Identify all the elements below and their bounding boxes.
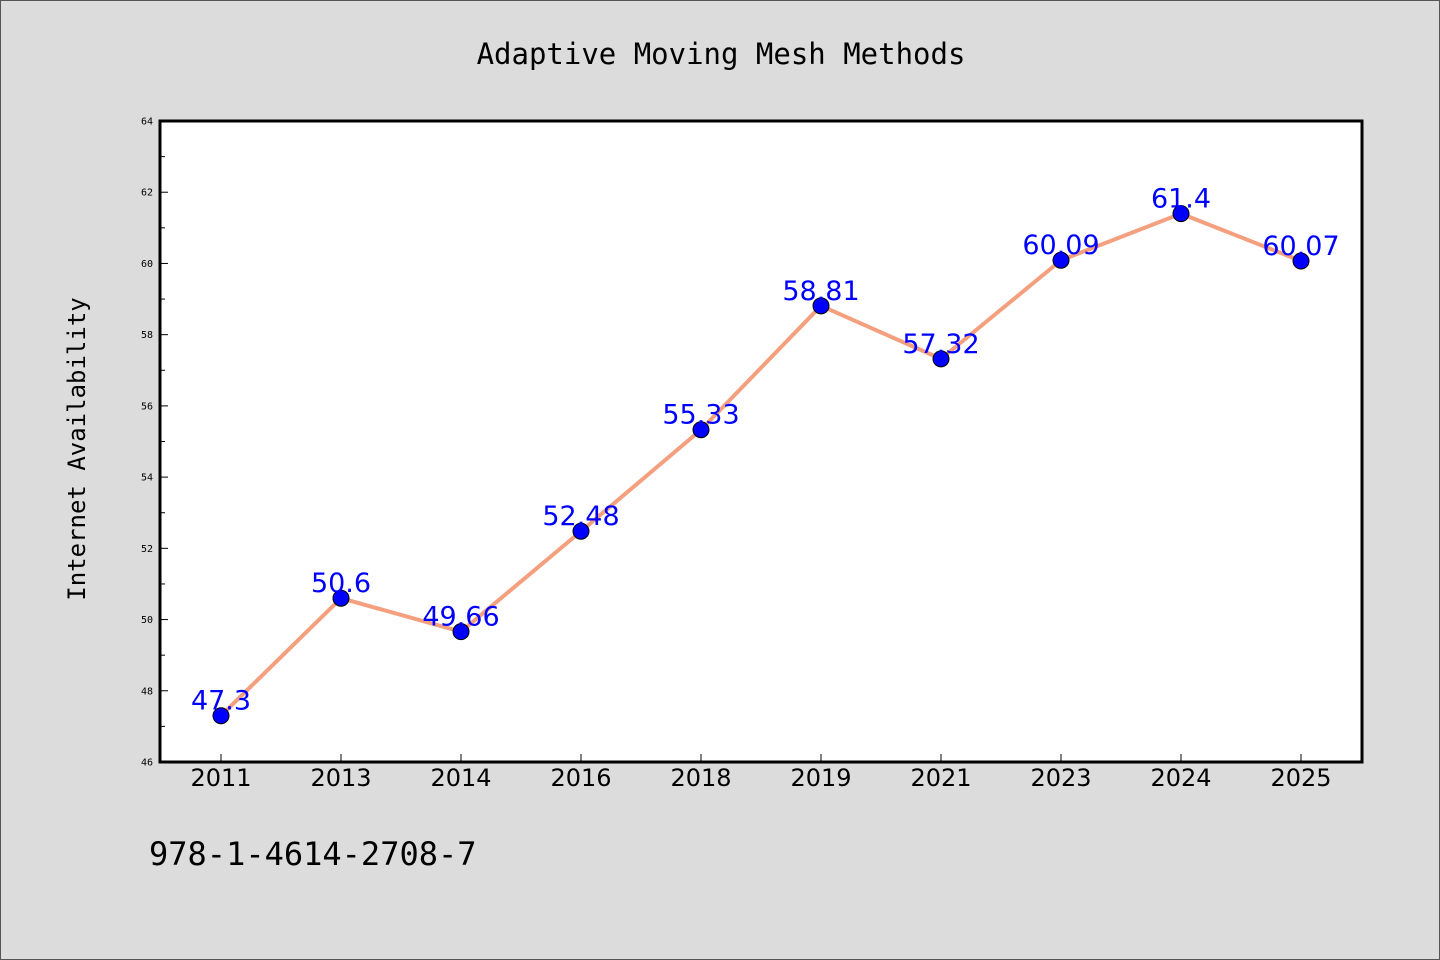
data-label: 61.4 xyxy=(1151,184,1211,215)
y-tick-label: 56 xyxy=(141,401,153,412)
y-tick-label: 48 xyxy=(141,686,153,697)
x-tick-label: 2025 xyxy=(1270,764,1331,792)
y-axis: 46 48 50 52 54 56 58 60 62 64 xyxy=(141,117,168,769)
data-point xyxy=(332,589,350,607)
y-tick-label: 50 xyxy=(141,615,153,626)
x-tick-label: 2011 xyxy=(190,764,251,792)
y-tick-label: 64 xyxy=(141,117,153,128)
y-tick-label: 52 xyxy=(141,544,153,555)
data-point xyxy=(572,522,590,540)
x-tick-label: 2024 xyxy=(1150,764,1211,792)
data-label: 55.33 xyxy=(662,400,739,431)
data-point xyxy=(1292,252,1310,270)
x-tick-label: 2016 xyxy=(550,764,611,792)
data-label: 60.07 xyxy=(1262,231,1339,262)
x-tick-label: 2019 xyxy=(790,764,851,792)
y-tick-label: 62 xyxy=(141,188,153,199)
y-axis-label: Internet Availability xyxy=(63,297,91,600)
data-point xyxy=(1172,205,1190,223)
y-tick-label: 46 xyxy=(141,758,153,769)
data-point xyxy=(692,421,710,439)
data-point xyxy=(212,707,230,725)
data-point xyxy=(812,297,830,315)
x-tick-label: 2023 xyxy=(1030,764,1091,792)
x-tick-label: 2013 xyxy=(310,764,371,792)
chart-title: Adaptive Moving Mesh Methods xyxy=(477,37,966,71)
data-point xyxy=(1052,251,1070,269)
data-label: 47.3 xyxy=(191,686,251,717)
data-label: 58.81 xyxy=(782,276,859,307)
y-tick-label: 58 xyxy=(141,330,153,341)
data-point xyxy=(932,350,950,368)
data-label: 49.66 xyxy=(422,602,499,633)
plot-area xyxy=(158,119,1364,764)
y-tick-label: 54 xyxy=(141,473,153,484)
y-tick-label: 60 xyxy=(141,259,153,270)
data-label: 60.09 xyxy=(1022,230,1099,261)
x-tick-label: 2021 xyxy=(910,764,971,792)
series-layer xyxy=(212,205,1310,725)
data-label: 52.48 xyxy=(542,501,619,532)
x-tick-label: 2018 xyxy=(670,764,731,792)
series-line xyxy=(219,211,1302,718)
data-label: 50.6 xyxy=(311,568,371,599)
x-tick-label: 2014 xyxy=(430,764,491,792)
data-point xyxy=(452,623,470,641)
x-axis: 2011 2013 2014 2016 2018 2019 2021 2023 2024 2025 xyxy=(190,754,1332,792)
data-labels: 47.3 50.6 49.66 52.48 55.33 58.81 57.32 60.09 61… xyxy=(191,184,1340,717)
data-label: 57.32 xyxy=(902,329,979,360)
isbn-text: 978-1-4614-2708-7 xyxy=(149,835,477,873)
